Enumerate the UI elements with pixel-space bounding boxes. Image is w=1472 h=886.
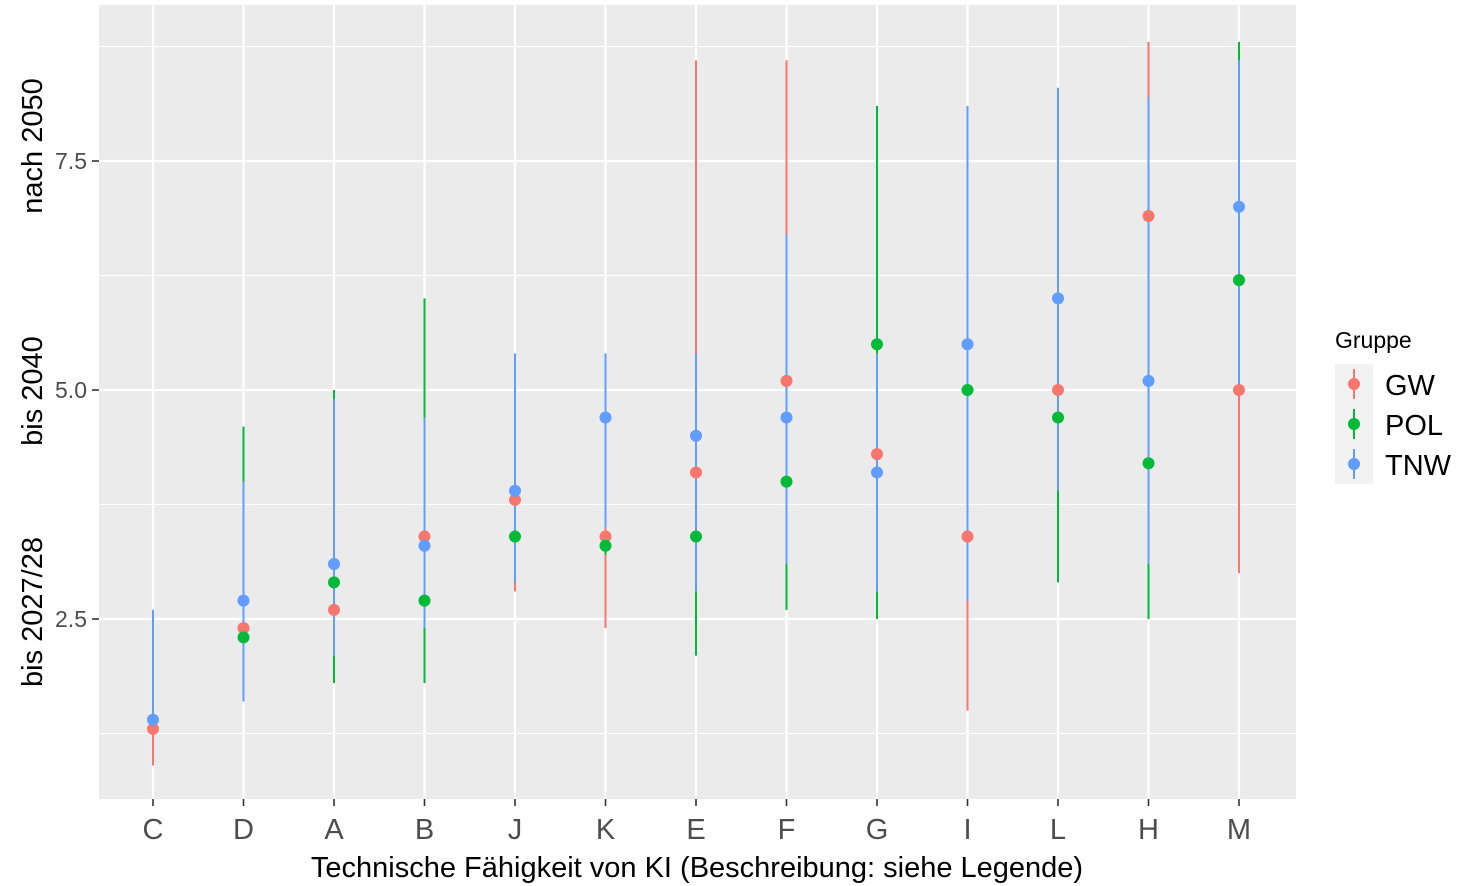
point-gw bbox=[328, 603, 340, 616]
point-tnw bbox=[1052, 292, 1064, 305]
point-tnw bbox=[599, 411, 612, 424]
point-gw bbox=[147, 722, 159, 735]
y-tick-label: 7.5 bbox=[55, 148, 87, 174]
point-tnw bbox=[237, 594, 250, 607]
y-label-segment-2: bis 2040 bbox=[17, 336, 49, 446]
x-axis-title: Technische Fähigkeit von KI (Beschreibun… bbox=[311, 852, 1083, 884]
point-pol bbox=[509, 530, 521, 543]
point-tnw bbox=[1142, 374, 1155, 387]
x-tick-label: F bbox=[778, 814, 796, 846]
point-pol bbox=[237, 631, 250, 644]
y-label-segment-3: nach 2050 bbox=[17, 78, 49, 213]
point-tnw bbox=[509, 484, 521, 497]
legend-keys: GW POL TNW bbox=[1335, 364, 1452, 484]
point-tnw bbox=[1233, 200, 1245, 213]
point-gw bbox=[1142, 209, 1155, 222]
y-tick-label: 5.0 bbox=[55, 377, 87, 403]
point-gw bbox=[871, 448, 883, 461]
legend-key-point bbox=[1348, 378, 1360, 390]
x-tick-label: A bbox=[324, 814, 344, 846]
point-tnw bbox=[147, 713, 159, 726]
point-gw bbox=[1233, 384, 1245, 396]
point-pol bbox=[961, 384, 974, 396]
legend-label: TNW bbox=[1385, 450, 1452, 482]
point-gw bbox=[509, 493, 521, 506]
y-label-segment-1: bis 2027/28 bbox=[17, 537, 49, 687]
point-pol bbox=[1052, 411, 1064, 424]
legend-label: GW bbox=[1385, 370, 1436, 402]
point-pol bbox=[871, 338, 883, 351]
point-tnw bbox=[780, 411, 793, 424]
x-tick-label: C bbox=[143, 814, 164, 846]
x-tick-label: M bbox=[1227, 814, 1251, 846]
legend-label: POL bbox=[1385, 410, 1443, 442]
x-tick-label: L bbox=[1050, 814, 1066, 846]
point-tnw bbox=[418, 539, 431, 552]
x-tick-label: G bbox=[866, 814, 889, 846]
point-pol bbox=[690, 530, 702, 543]
point-gw bbox=[237, 622, 250, 635]
point-pol bbox=[599, 539, 612, 552]
y-axis-ticks: 2.5 5.0 7.5 bbox=[55, 148, 99, 632]
x-tick-label: I bbox=[963, 814, 971, 846]
legend-key-point bbox=[1348, 418, 1360, 430]
x-tick-label: B bbox=[415, 814, 434, 846]
point-tnw bbox=[328, 558, 340, 571]
point-pol bbox=[1233, 274, 1245, 287]
x-tick-label: J bbox=[508, 814, 523, 846]
legend-title: Gruppe bbox=[1335, 327, 1412, 353]
point-gw bbox=[1052, 384, 1064, 396]
point-tnw bbox=[961, 338, 974, 351]
point-gw bbox=[418, 530, 431, 543]
point-pol bbox=[418, 594, 431, 607]
legend-key-point bbox=[1348, 458, 1360, 470]
point-tnw bbox=[871, 466, 883, 479]
x-tick-label: K bbox=[596, 814, 616, 846]
point-gw bbox=[599, 530, 612, 543]
point-pol bbox=[780, 475, 793, 488]
point-gw bbox=[780, 374, 793, 387]
x-tick-label: E bbox=[686, 814, 705, 846]
plot-panel bbox=[99, 5, 1296, 799]
x-tick-label: H bbox=[1138, 814, 1159, 846]
data-marks bbox=[147, 41, 1245, 766]
point-pol bbox=[328, 576, 340, 589]
point-tnw bbox=[690, 429, 702, 442]
x-tick-label: D bbox=[233, 814, 254, 846]
point-gw bbox=[690, 466, 702, 479]
point-gw bbox=[961, 530, 974, 543]
y-tick-label: 2.5 bbox=[55, 606, 87, 632]
legend: Gruppe GW POL TNW bbox=[1335, 327, 1452, 484]
point-pol bbox=[1142, 457, 1155, 470]
